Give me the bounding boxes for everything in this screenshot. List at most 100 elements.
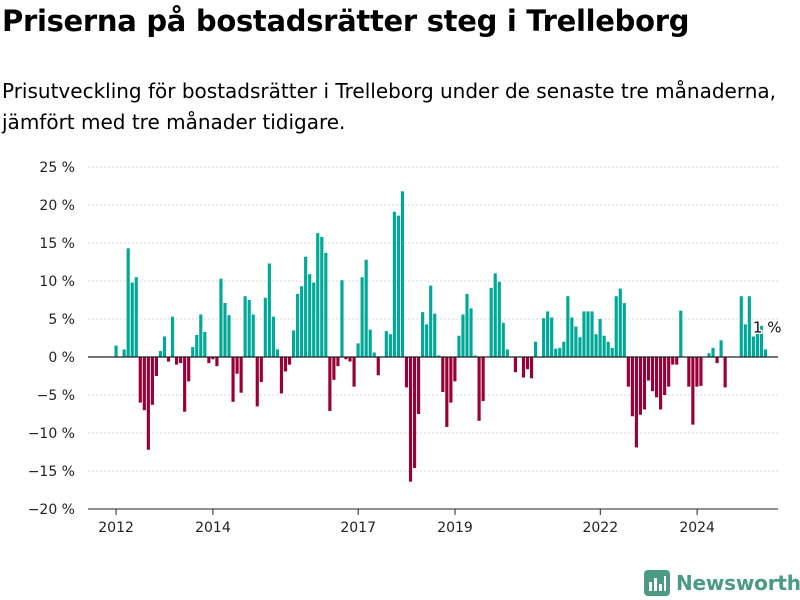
- newsworthy-logo-icon: [644, 570, 670, 596]
- bar: [134, 277, 138, 357]
- bar: [291, 330, 296, 357]
- bar: [126, 248, 130, 357]
- bar: [296, 293, 300, 357]
- bar: [304, 256, 308, 357]
- bar: [162, 336, 167, 357]
- bar: [711, 347, 715, 357]
- bar: [586, 311, 590, 357]
- bar: [158, 350, 163, 357]
- x-tick-label: 2024: [679, 520, 715, 536]
- bar: [170, 316, 175, 357]
- brand-name: Newsworthy: [676, 571, 800, 595]
- bar: [707, 353, 711, 357]
- bar: [207, 357, 211, 364]
- bar: [743, 324, 747, 357]
- bar: [550, 317, 554, 357]
- bar: [247, 300, 251, 357]
- bar: [348, 357, 352, 362]
- bar: [283, 357, 288, 372]
- bar: [231, 357, 235, 402]
- bar: [655, 357, 659, 398]
- bar: [187, 357, 191, 382]
- bar: [279, 357, 284, 394]
- y-tick-label: −20 %: [28, 502, 75, 518]
- bar: [441, 357, 445, 392]
- bar: [691, 357, 695, 425]
- bar: [146, 357, 150, 450]
- bar: [300, 286, 304, 357]
- bar: [364, 259, 368, 357]
- bar: [429, 285, 433, 357]
- bar: [328, 357, 332, 411]
- bar: [179, 357, 183, 364]
- bar: [271, 316, 275, 357]
- bar: [663, 357, 667, 395]
- bar: [646, 357, 651, 381]
- bar: [138, 357, 142, 403]
- bar: [251, 314, 255, 357]
- bar: [376, 357, 380, 376]
- bar: [755, 333, 759, 357]
- bar: [574, 326, 578, 357]
- bar: [634, 357, 638, 448]
- bar: [219, 278, 223, 357]
- y-tick-label: −10 %: [28, 426, 75, 442]
- bar: [642, 357, 647, 410]
- bar: [425, 324, 429, 357]
- y-tick-label: −15 %: [28, 464, 75, 480]
- bar: [582, 311, 586, 357]
- bar: [618, 288, 622, 357]
- bar: [211, 357, 215, 360]
- bar: [340, 280, 344, 357]
- bar: [421, 312, 425, 357]
- bar: [546, 311, 550, 357]
- bar: [457, 335, 461, 357]
- bar: [433, 313, 437, 357]
- bar: [542, 318, 546, 357]
- bar: [477, 357, 481, 421]
- bar: [400, 191, 405, 357]
- bar: [622, 303, 626, 357]
- bar: [687, 357, 691, 387]
- y-tick-label: 0 %: [48, 350, 75, 366]
- bar: [352, 357, 356, 387]
- bar: [739, 296, 743, 357]
- bar: [130, 282, 134, 357]
- bar: [610, 347, 614, 357]
- bar: [650, 357, 655, 392]
- bar: [384, 331, 388, 357]
- bar: [336, 357, 340, 367]
- bar: [606, 341, 610, 357]
- bar: [493, 273, 497, 357]
- bar: [275, 349, 279, 357]
- bar: [598, 319, 602, 357]
- bar: [590, 311, 594, 357]
- x-tick-label: 2017: [340, 520, 376, 536]
- bar: [235, 357, 239, 374]
- bar: [166, 357, 171, 362]
- bar: [529, 357, 534, 379]
- bar: [723, 357, 727, 388]
- bar: [473, 355, 477, 357]
- bar: [513, 357, 517, 373]
- bar: [114, 345, 118, 357]
- bar: [667, 357, 671, 387]
- gridlines: [88, 166, 778, 510]
- bar: [150, 357, 154, 405]
- x-tick-label: 2022: [582, 520, 618, 536]
- bar: [675, 357, 679, 365]
- bar: [267, 263, 271, 357]
- bar: [191, 347, 195, 357]
- bar: [368, 329, 372, 357]
- bar: [356, 343, 360, 357]
- bar: [324, 252, 328, 357]
- bar: [759, 325, 764, 357]
- y-tick-label: 15 %: [39, 236, 75, 252]
- bar: [751, 336, 755, 357]
- axes: [88, 356, 778, 515]
- x-tick-label: 2012: [98, 520, 134, 536]
- bar: [320, 236, 324, 357]
- bar: [344, 357, 348, 360]
- bar: [392, 211, 396, 357]
